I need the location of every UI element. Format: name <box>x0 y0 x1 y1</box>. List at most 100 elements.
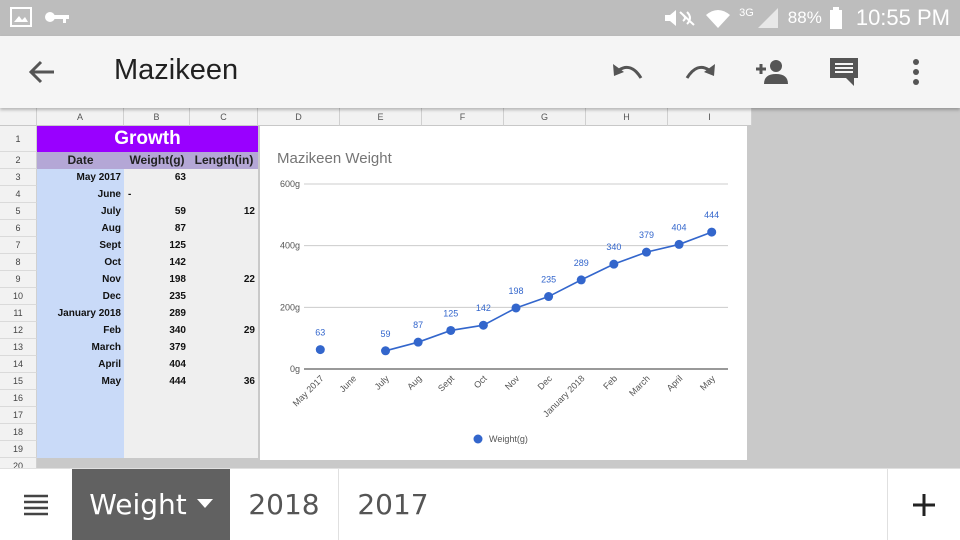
tab-2017[interactable]: 2017 <box>339 469 447 540</box>
cell-weight[interactable]: 59 <box>124 203 190 220</box>
cell-length[interactable] <box>190 390 258 407</box>
cell-date[interactable]: May <box>37 373 124 390</box>
cell-weight[interactable] <box>124 441 190 458</box>
cell-date[interactable]: May 2017 <box>37 169 124 186</box>
select-all-corner[interactable] <box>0 108 37 126</box>
cell-length[interactable] <box>190 237 258 254</box>
column-header[interactable]: C <box>190 108 258 126</box>
cell-length[interactable]: 29 <box>190 322 258 339</box>
cell-date[interactable]: March <box>37 339 124 356</box>
row-header[interactable]: 17 <box>0 407 37 424</box>
comments-button[interactable] <box>820 50 868 94</box>
cell-length[interactable]: 36 <box>190 373 258 390</box>
undo-button[interactable] <box>604 50 652 94</box>
row-header[interactable]: 7 <box>0 237 37 254</box>
cell-weight[interactable]: 289 <box>124 305 190 322</box>
more-options-button[interactable] <box>892 50 940 94</box>
cell-date[interactable]: June <box>37 186 124 203</box>
row-header[interactable]: 4 <box>0 186 37 203</box>
cell-weight[interactable] <box>124 407 190 424</box>
column-header[interactable]: B <box>124 108 190 126</box>
tab-2018[interactable]: 2018 <box>230 469 339 540</box>
cell-weight[interactable]: 404 <box>124 356 190 373</box>
row-header[interactable]: 2 <box>0 152 37 169</box>
cell-weight[interactable]: 340 <box>124 322 190 339</box>
back-button[interactable] <box>24 56 60 88</box>
cell-weight[interactable]: 87 <box>124 220 190 237</box>
cell-date[interactable] <box>37 424 124 441</box>
cell-length[interactable] <box>190 441 258 458</box>
column-header[interactable]: G <box>504 108 586 126</box>
cell-length[interactable] <box>190 339 258 356</box>
row-header[interactable]: 6 <box>0 220 37 237</box>
column-header[interactable]: F <box>422 108 504 126</box>
cell-length[interactable] <box>190 356 258 373</box>
header-cell-length[interactable]: Length(in) <box>194 153 254 167</box>
cell-weight[interactable]: 235 <box>124 288 190 305</box>
cell-date[interactable]: Aug <box>37 220 124 237</box>
cell-length[interactable] <box>190 254 258 271</box>
cell-date[interactable]: July <box>37 203 124 220</box>
cell-length[interactable] <box>190 407 258 424</box>
header-cell-weight[interactable]: Weight(g) <box>129 153 185 167</box>
cell-weight[interactable]: - <box>124 186 190 203</box>
column-header[interactable]: H <box>586 108 668 126</box>
cell-date[interactable] <box>37 441 124 458</box>
row-header[interactable]: 16 <box>0 390 37 407</box>
row-header[interactable]: 1 <box>0 126 37 152</box>
cell-date[interactable]: April <box>37 356 124 373</box>
chart-card[interactable]: Mazikeen Weight 0g 200g 400g 600g May 2017 Jun… <box>260 126 747 460</box>
cell-weight[interactable] <box>124 424 190 441</box>
cell-range[interactable]: Growth Date Weight(g) Length(in) May 201… <box>37 126 258 458</box>
cell-length[interactable]: 22 <box>190 271 258 288</box>
cell-date[interactable]: Sept <box>37 237 124 254</box>
add-sheet-button[interactable] <box>887 469 960 540</box>
cell-length[interactable] <box>190 220 258 237</box>
cell-length[interactable] <box>190 305 258 322</box>
cell-date[interactable]: January 2018 <box>37 305 124 322</box>
sheets-list-button[interactable] <box>0 469 72 540</box>
cell-date[interactable]: Dec <box>37 288 124 305</box>
share-button[interactable] <box>748 50 796 94</box>
row-header[interactable]: 12 <box>0 322 37 339</box>
column-header[interactable]: E <box>340 108 422 126</box>
cell-date[interactable]: Feb <box>37 322 124 339</box>
row-header[interactable]: 11 <box>0 305 37 322</box>
column-header[interactable]: A <box>37 108 124 126</box>
cell-weight[interactable]: 125 <box>124 237 190 254</box>
cell-weight[interactable]: 198 <box>124 271 190 288</box>
cell-length[interactable] <box>190 186 258 203</box>
header-cell-date[interactable]: Date <box>67 153 94 167</box>
cell-weight[interactable]: 444 <box>124 373 190 390</box>
cell-weight[interactable] <box>124 390 190 407</box>
cell-date[interactable] <box>37 390 124 407</box>
row-header[interactable]: 13 <box>0 339 37 356</box>
cell-weight[interactable]: 379 <box>124 339 190 356</box>
column-header[interactable]: I <box>668 108 752 126</box>
row-header[interactable]: 18 <box>0 424 37 441</box>
cell-weight[interactable]: 142 <box>124 254 190 271</box>
row-header[interactable]: 8 <box>0 254 37 271</box>
cell-length[interactable] <box>190 288 258 305</box>
dropdown-caret-icon[interactable] <box>196 498 213 508</box>
tab-weight[interactable]: Weight <box>72 469 230 540</box>
cell-length[interactable] <box>190 424 258 441</box>
row-header[interactable]: 9 <box>0 271 37 288</box>
spreadsheet-grid[interactable]: A B C D E F G H I 1 2 3 4 5 6 7 8 9 10 1… <box>0 108 960 468</box>
redo-button[interactable] <box>676 50 724 94</box>
row-header[interactable]: 20 <box>0 458 37 468</box>
row-header[interactable]: 15 <box>0 373 37 390</box>
cell-date[interactable]: Oct <box>37 254 124 271</box>
cell-length[interactable]: 12 <box>190 203 258 220</box>
row-header[interactable]: 10 <box>0 288 37 305</box>
column-header[interactable]: D <box>258 108 340 126</box>
row-header[interactable]: 3 <box>0 169 37 186</box>
growth-title-cell[interactable]: Growth <box>37 126 258 152</box>
cell-length[interactable] <box>190 169 258 186</box>
row-header[interactable]: 19 <box>0 441 37 458</box>
cell-date[interactable] <box>37 407 124 424</box>
cell-date[interactable]: Nov <box>37 271 124 288</box>
cell-weight[interactable]: 63 <box>124 169 190 186</box>
row-header[interactable]: 14 <box>0 356 37 373</box>
row-header[interactable]: 5 <box>0 203 37 220</box>
